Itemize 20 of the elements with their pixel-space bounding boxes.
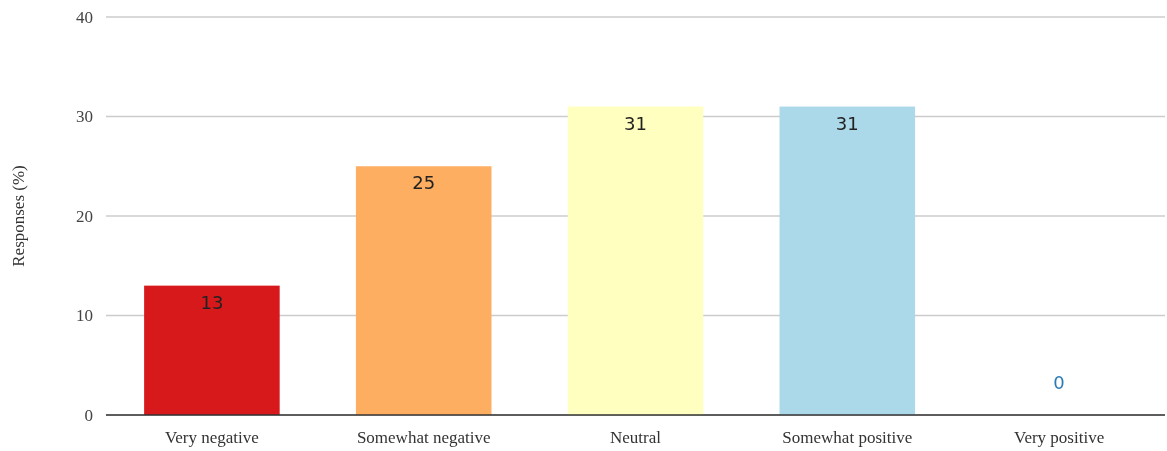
x-tick-label: Neutral bbox=[610, 428, 662, 447]
x-tick-label: Very negative bbox=[164, 428, 259, 447]
data-label: 0 bbox=[1053, 372, 1065, 393]
x-tick-label: Somewhat negative bbox=[356, 428, 491, 447]
data-label: 13 bbox=[200, 291, 224, 313]
y-tick-label: 10 bbox=[76, 306, 93, 326]
y-tick-label: 0 bbox=[84, 405, 93, 425]
y-tick-label: 40 bbox=[76, 7, 93, 27]
bar bbox=[779, 106, 916, 415]
bar bbox=[355, 166, 492, 415]
x-tick-label: Somewhat positive bbox=[782, 428, 913, 447]
x-tick-label: Very positive bbox=[1014, 428, 1105, 447]
y-tick-label: 30 bbox=[76, 107, 93, 127]
bar bbox=[144, 285, 280, 415]
bar bbox=[567, 106, 704, 415]
data-label: 25 bbox=[412, 172, 436, 194]
y-tick-label: 20 bbox=[76, 206, 93, 226]
data-label: 31 bbox=[624, 112, 647, 134]
y-axis-title: Responses (%) bbox=[9, 165, 28, 267]
data-label: 31 bbox=[835, 112, 859, 134]
